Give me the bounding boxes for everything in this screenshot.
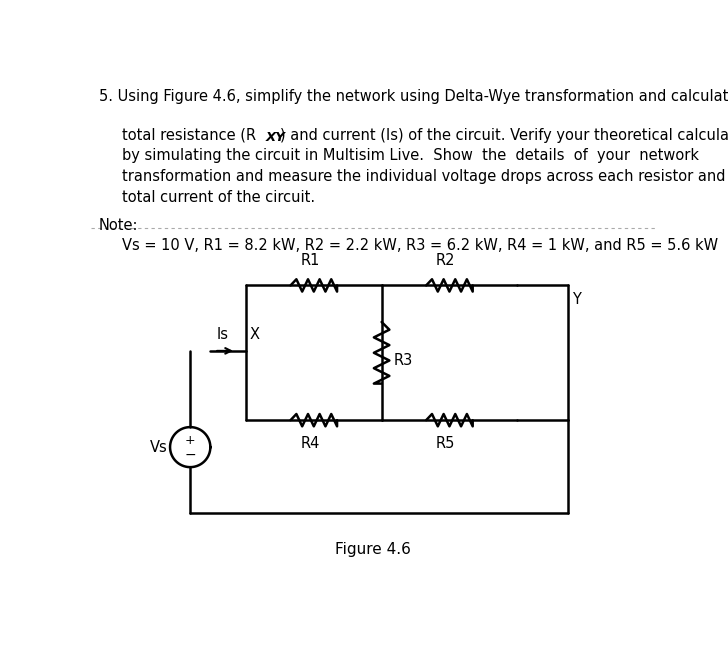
Text: 5. Using Figure 4.6, simplify the network using Delta-Wye transformation and cal: 5. Using Figure 4.6, simplify the networ… — [99, 89, 728, 104]
Text: Vs: Vs — [150, 440, 167, 455]
Text: transformation and measure the individual voltage drops across each resistor and: transformation and measure the individua… — [122, 169, 728, 184]
Text: Is: Is — [216, 327, 229, 342]
Text: Figure 4.6: Figure 4.6 — [335, 542, 411, 557]
Text: by simulating the circuit in Multisim Live.  Show  the  details  of  your  netwo: by simulating the circuit in Multisim Li… — [122, 149, 699, 163]
Text: R4: R4 — [300, 435, 320, 450]
Text: ) and current (Is) of the circuit. Verify your theoretical calculations: ) and current (Is) of the circuit. Verif… — [280, 127, 728, 143]
Text: Y: Y — [572, 291, 581, 307]
Text: +: + — [185, 433, 196, 446]
Text: R5: R5 — [436, 435, 455, 450]
Text: total resistance (R: total resistance (R — [122, 127, 256, 143]
Text: X: X — [250, 327, 260, 342]
Text: R1: R1 — [300, 253, 320, 269]
Text: total current of the circuit.: total current of the circuit. — [122, 190, 315, 205]
Text: Note:: Note: — [99, 218, 138, 233]
Text: R3: R3 — [393, 353, 413, 368]
Text: XY: XY — [266, 131, 286, 145]
Text: R2: R2 — [436, 253, 455, 269]
Text: −: − — [184, 448, 196, 462]
Text: Vs = 10 V, R1 = 8.2 kW, R2 = 2.2 kW, R3 = 6.2 kW, R4 = 1 kW, and R5 = 5.6 kW: Vs = 10 V, R1 = 8.2 kW, R2 = 2.2 kW, R3 … — [122, 238, 718, 253]
